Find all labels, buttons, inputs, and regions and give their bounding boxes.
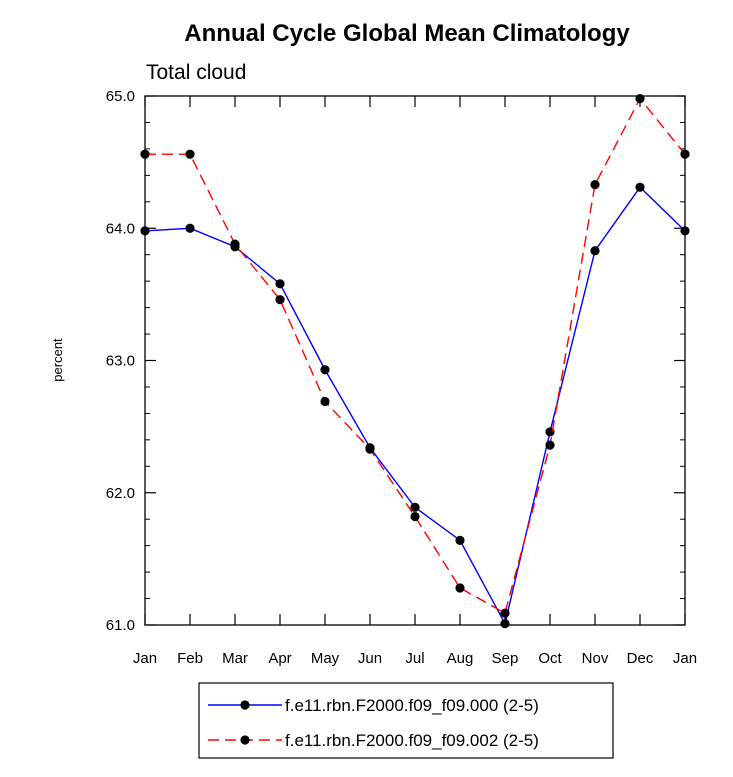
series-2-point [635,94,645,104]
chart-title: Annual Cycle Global Mean Climatology [184,20,630,47]
x-tick-label: Nov [582,650,609,667]
x-tick-label: Jan [133,650,157,667]
x-tick-label: Oct [538,650,562,667]
x-tick-label: Dec [627,650,654,667]
series-2-point [545,440,555,450]
x-tick-label: Apr [268,650,291,667]
legend-label-1: f.e11.rbn.F2000.f09_f09.000 (2-5) [285,696,539,715]
legend-label-2: f.e11.rbn.F2000.f09_f09.002 (2-5) [285,731,539,750]
x-tick-label: Sep [492,650,519,667]
series-line-1 [144,186,686,626]
series-1-point [275,279,285,289]
y-tick-label: 62.0 [106,485,135,502]
series-2-point [410,511,420,522]
series-1-point [320,365,330,375]
series-1-point [455,535,465,545]
series-2-point [275,295,285,305]
chart-subtitle: Total cloud [146,61,246,84]
series-1-point [500,619,510,629]
series-2-point [185,149,195,159]
series-2-point [320,396,330,407]
series-line-2 [145,97,686,615]
legend-marker-2 [240,735,250,745]
series-2-point [455,583,465,593]
series-2-point [140,149,150,159]
series-1-point [185,223,195,233]
x-tick-label: May [311,650,340,667]
y-tick-label: 61.0 [106,617,135,634]
y-tick-label: 64.0 [106,220,135,237]
series-2-point [500,608,510,618]
x-tick-label: Jul [405,650,424,667]
x-tick-label: Jan [673,650,697,667]
y-axis-label: percent [50,338,65,382]
series-2-point [365,444,375,454]
series-1-point [410,502,420,512]
series-1-point [680,226,690,236]
series-1-point [590,246,600,256]
x-tick-label: Feb [177,650,203,667]
series-2-point [680,149,690,159]
series-2-point [590,180,600,190]
series-1-point [140,226,150,236]
series-1-point [635,182,645,192]
x-tick-label: Aug [447,650,474,667]
plot-frame [144,95,686,626]
legend-box [198,682,614,759]
legend-marker-1 [240,700,250,710]
y-tick-label: 63.0 [106,353,135,370]
series-2-point [230,239,240,249]
x-tick-label: Jun [358,650,382,667]
x-tick-label: Mar [222,650,248,667]
y-tick-label: 65.0 [106,88,135,105]
